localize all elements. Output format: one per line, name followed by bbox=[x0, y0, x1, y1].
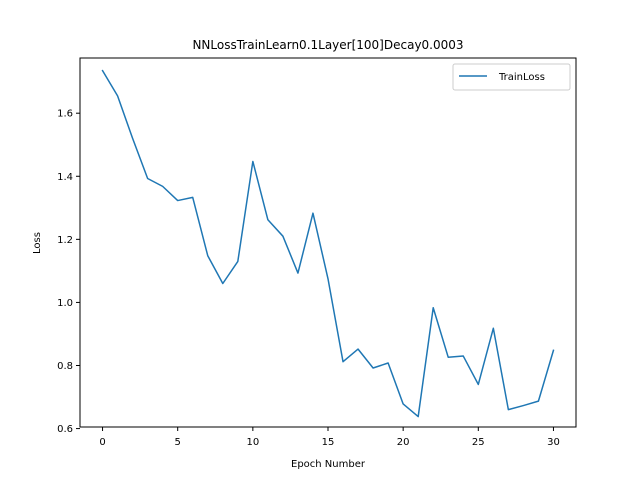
y-axis: 0.6 0.8 1.0 1.2 1.4 1.6 bbox=[57, 109, 80, 435]
x-tick-label: 30 bbox=[547, 437, 560, 448]
y-axis-label: Loss bbox=[32, 232, 43, 254]
legend-label-trainloss: TrainLoss bbox=[498, 72, 545, 83]
y-tick-label: 0.6 bbox=[57, 424, 73, 435]
x-tick-label: 15 bbox=[322, 437, 335, 448]
y-tick-label: 1.0 bbox=[57, 298, 73, 309]
x-tick-label: 5 bbox=[175, 437, 181, 448]
y-tick-label: 1.4 bbox=[57, 172, 73, 183]
x-tick-label: 10 bbox=[246, 437, 259, 448]
y-tick-label: 1.2 bbox=[57, 235, 73, 246]
series-line-trainloss bbox=[101, 69, 555, 418]
x-axis: 0 5 10 15 20 25 30 bbox=[99, 427, 560, 448]
legend-box bbox=[452, 63, 571, 91]
chart-title: NNLossTrainLearn0.1Layer[100]Decay0.0003 bbox=[192, 38, 463, 52]
plot-area bbox=[101, 69, 555, 418]
x-axis-label: Epoch Number bbox=[291, 459, 366, 470]
x-tick-label: 25 bbox=[472, 437, 485, 448]
x-tick-label: 20 bbox=[397, 437, 410, 448]
y-tick-label: 0.8 bbox=[57, 361, 73, 372]
y-tick-label: 1.6 bbox=[57, 109, 73, 120]
x-tick-label: 0 bbox=[99, 437, 105, 448]
legend: TrainLoss bbox=[452, 63, 571, 91]
